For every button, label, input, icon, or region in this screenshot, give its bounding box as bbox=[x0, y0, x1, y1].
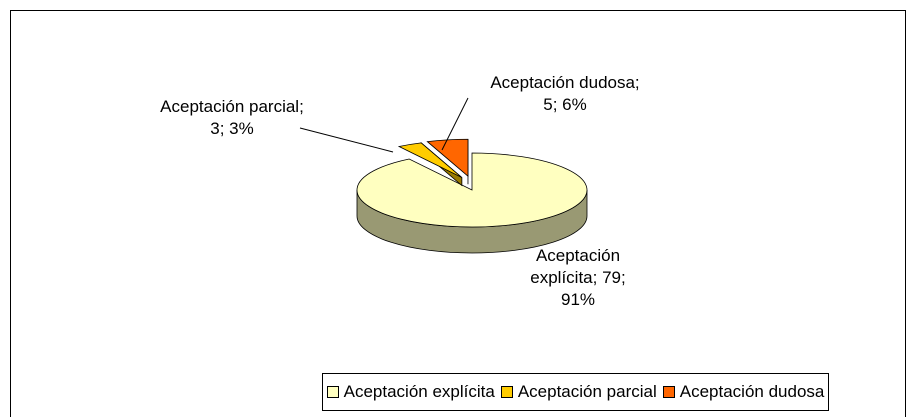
legend-swatch bbox=[500, 386, 513, 398]
slice bbox=[356, 152, 588, 254]
data-label: Aceptación dudosa; 5; 6% bbox=[490, 73, 640, 114]
chart-border bbox=[10, 10, 906, 417]
data-label: Aceptación explícita; 79; 91% bbox=[530, 246, 626, 309]
legend-swatch bbox=[662, 386, 675, 398]
data-label: Aceptación parcial; 3; 3% bbox=[160, 97, 304, 138]
leader-line bbox=[441, 97, 469, 151]
leader-line bbox=[299, 127, 394, 153]
legend-label: Aceptación explícita bbox=[343, 382, 495, 401]
legend-item: Aceptación parcial bbox=[500, 382, 657, 402]
slice-top bbox=[397, 142, 463, 178]
legend-label: Aceptación dudosa bbox=[679, 382, 825, 401]
legend-label: Aceptación parcial bbox=[517, 382, 657, 401]
slice bbox=[397, 142, 463, 187]
legend-item: Aceptación explícita bbox=[326, 382, 495, 402]
slice-top bbox=[356, 152, 588, 228]
legend-item: Aceptación dudosa bbox=[662, 382, 825, 402]
legend: Aceptación explícita Aceptación parcial Ac… bbox=[322, 373, 829, 411]
legend-swatch bbox=[326, 386, 339, 398]
